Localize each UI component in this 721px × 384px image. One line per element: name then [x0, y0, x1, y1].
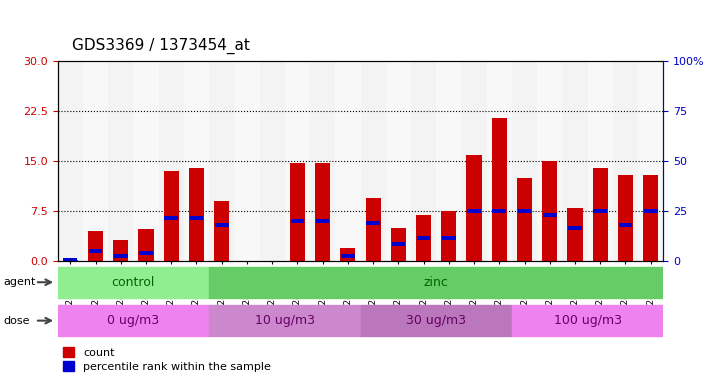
Bar — [215, 222, 229, 227]
Text: 10 ug/m3: 10 ug/m3 — [255, 314, 315, 327]
FancyBboxPatch shape — [58, 266, 209, 298]
Bar — [518, 209, 531, 213]
Bar — [618, 175, 633, 261]
Bar — [567, 208, 583, 261]
Bar — [411, 61, 436, 261]
Text: 100 ug/m3: 100 ug/m3 — [554, 314, 622, 327]
Bar — [340, 248, 355, 261]
Text: control: control — [112, 276, 155, 289]
Bar — [260, 61, 285, 261]
Bar — [285, 61, 310, 261]
Bar — [108, 61, 133, 261]
Bar — [159, 61, 184, 261]
Bar — [466, 155, 482, 261]
Bar — [63, 258, 77, 262]
Bar — [392, 242, 405, 247]
FancyBboxPatch shape — [512, 305, 663, 336]
Bar — [492, 118, 507, 261]
FancyBboxPatch shape — [58, 305, 209, 336]
Bar — [209, 61, 234, 261]
Bar — [386, 61, 411, 261]
Bar — [638, 61, 663, 261]
Bar — [537, 61, 562, 261]
Bar — [88, 231, 103, 261]
Text: dose: dose — [4, 316, 30, 326]
FancyBboxPatch shape — [209, 266, 663, 298]
Bar — [310, 61, 335, 261]
Bar — [619, 222, 632, 227]
Bar — [190, 216, 203, 220]
Bar — [467, 209, 481, 213]
Text: 30 ug/m3: 30 ug/m3 — [406, 314, 466, 327]
Bar — [512, 61, 537, 261]
Bar — [366, 220, 380, 225]
Bar — [316, 219, 329, 223]
FancyBboxPatch shape — [360, 305, 512, 336]
Bar — [492, 209, 506, 213]
Bar — [542, 161, 557, 261]
Bar — [442, 236, 456, 240]
Bar — [315, 163, 330, 261]
Bar — [644, 209, 658, 213]
Bar — [164, 171, 179, 261]
Bar — [63, 260, 78, 261]
Bar — [487, 61, 512, 261]
Bar — [568, 226, 582, 230]
Bar — [113, 240, 128, 261]
Text: GDS3369 / 1373454_at: GDS3369 / 1373454_at — [72, 38, 250, 54]
Bar — [189, 168, 204, 261]
Bar — [58, 61, 83, 261]
Bar — [83, 61, 108, 261]
Bar — [391, 228, 406, 261]
Bar — [133, 61, 159, 261]
Bar — [436, 61, 461, 261]
Text: zinc: zinc — [424, 276, 448, 289]
Bar — [588, 61, 613, 261]
Bar — [290, 162, 305, 261]
Bar — [593, 209, 607, 213]
Bar — [139, 251, 153, 255]
Bar — [89, 249, 102, 253]
Legend: count, percentile rank within the sample: count, percentile rank within the sample — [63, 347, 271, 372]
Bar — [543, 212, 557, 217]
Bar — [184, 61, 209, 261]
Bar — [416, 215, 431, 261]
Bar — [417, 236, 430, 240]
Bar — [643, 175, 658, 261]
Bar — [461, 61, 487, 261]
Bar — [441, 211, 456, 261]
Bar — [335, 61, 360, 261]
Bar — [291, 219, 304, 223]
Bar — [613, 61, 638, 261]
Bar — [214, 201, 229, 261]
Bar — [593, 168, 608, 261]
Bar — [366, 198, 381, 261]
Bar — [234, 61, 260, 261]
Bar — [360, 61, 386, 261]
Bar — [517, 178, 532, 261]
Bar — [164, 216, 178, 220]
Bar — [138, 229, 154, 261]
Text: 0 ug/m3: 0 ug/m3 — [107, 314, 159, 327]
Bar — [562, 61, 588, 261]
Bar — [341, 254, 355, 258]
FancyBboxPatch shape — [209, 305, 360, 336]
Bar — [114, 254, 128, 258]
Text: agent: agent — [4, 277, 36, 287]
